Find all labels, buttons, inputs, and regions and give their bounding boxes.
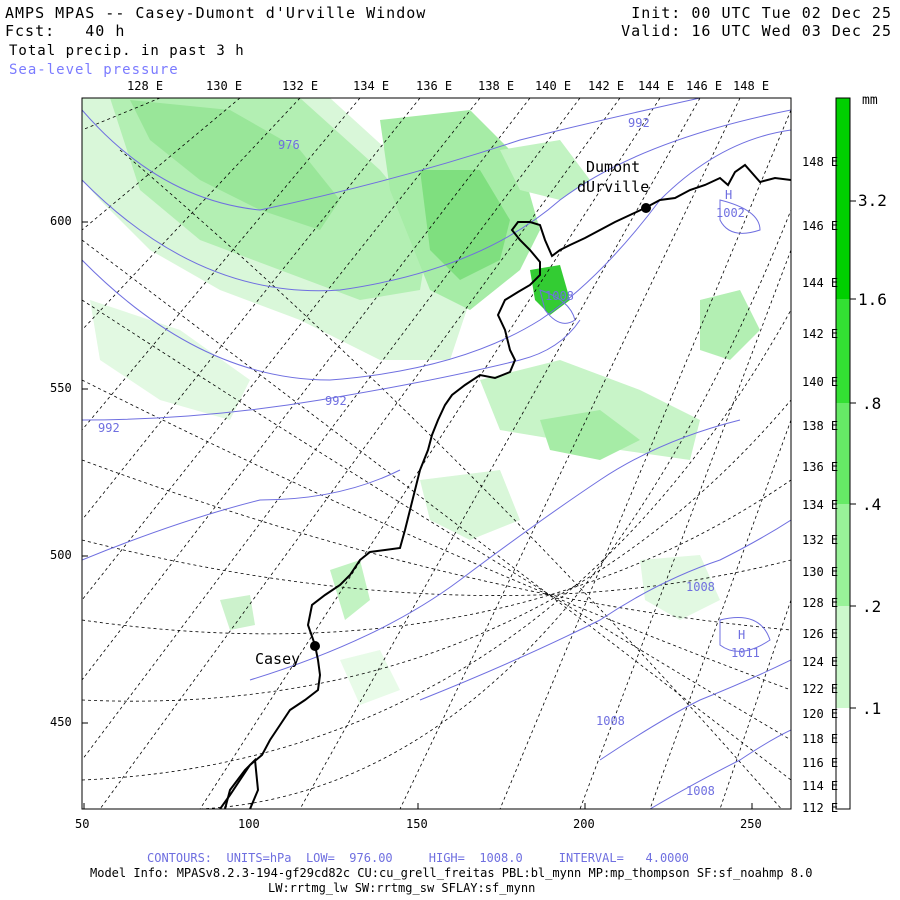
high-value-2: 1011 bbox=[731, 646, 760, 660]
model-info-physics: LW:rrtmg_lw SW:rrtmg_sw SFLAY:sf_mynn bbox=[268, 881, 536, 895]
slp-contours bbox=[82, 98, 791, 809]
model-info: Model Info: MPASv8.2.3-194-gf29cd82c CU:… bbox=[90, 866, 813, 880]
x-tick-250: 250 bbox=[740, 817, 762, 831]
top-lon-142: 142 E bbox=[588, 79, 625, 93]
right-lon-140: 140 E bbox=[802, 375, 839, 389]
y-tick-450: 450 bbox=[50, 715, 72, 729]
colorbar-label-1-6: 1.6 bbox=[858, 290, 887, 309]
contour-label-992-small: 1008 bbox=[545, 289, 574, 303]
right-lon-138: 138 E bbox=[802, 419, 839, 433]
right-lon-128: 128 E bbox=[802, 596, 839, 610]
graticule bbox=[82, 98, 791, 809]
right-lon-142: 142 E bbox=[802, 327, 839, 341]
high-marker-1: H bbox=[725, 188, 733, 202]
right-lon-116: 116 E bbox=[802, 756, 839, 770]
top-lon-146: 146 E bbox=[686, 79, 723, 93]
forecast-hour: Fcst: 40 h bbox=[5, 22, 126, 40]
colorbar-units: mm bbox=[862, 93, 878, 108]
top-lon-140: 140 E bbox=[535, 79, 572, 93]
casey-label: Casey bbox=[255, 650, 301, 668]
top-lon-138: 138 E bbox=[478, 79, 515, 93]
right-lon-124: 124 E bbox=[802, 655, 839, 669]
colorbar-label-0-2: .2 bbox=[862, 597, 882, 616]
right-lon-130: 130 E bbox=[802, 565, 839, 579]
contour-label-976: 976 bbox=[278, 138, 300, 152]
high-value-1: 1002 bbox=[716, 206, 745, 220]
left-axis bbox=[82, 221, 88, 724]
contour-info: CONTOURS: UNITS=hPa LOW= 976.00 HIGH= 10… bbox=[147, 851, 689, 865]
top-lon-134: 134 E bbox=[353, 79, 390, 93]
field-precip-label: Total precip. in past 3 h bbox=[9, 43, 245, 59]
x-tick-50: 50 bbox=[75, 817, 90, 831]
right-lon-122: 122 E bbox=[802, 682, 839, 696]
right-lon-112: 112 E bbox=[802, 801, 839, 815]
right-lon-136: 136 E bbox=[802, 460, 839, 474]
contour-label-1008-a: 1008 bbox=[686, 580, 715, 594]
colorbar bbox=[835, 97, 856, 810]
contour-label-1008-c: 1008 bbox=[686, 784, 715, 798]
y-tick-550: 550 bbox=[50, 381, 72, 395]
right-lon-126: 126 E bbox=[802, 627, 839, 641]
y-tick-500: 500 bbox=[50, 548, 72, 562]
map-title: AMPS MPAS -- Casey-Dumont d'Urville Wind… bbox=[5, 4, 427, 22]
contour-label-992-top: 992 bbox=[628, 116, 650, 130]
high-marker-2: H bbox=[738, 628, 746, 642]
top-lon-132: 132 E bbox=[282, 79, 319, 93]
top-lon-148: 148 E bbox=[733, 79, 770, 93]
map-frame bbox=[81, 97, 792, 810]
field-slp-label: Sea-level pressure bbox=[9, 62, 179, 78]
dumont-durville-marker bbox=[641, 203, 651, 213]
valid-time: Valid: 16 UTC Wed 03 Dec 25 bbox=[621, 22, 892, 40]
colorbar-label-3-2: 3.2 bbox=[858, 191, 887, 210]
x-tick-200: 200 bbox=[573, 817, 595, 831]
dumont-durville-label-2: dUrville bbox=[577, 178, 650, 196]
casey-marker bbox=[310, 641, 320, 651]
contour-label-992-left: 992 bbox=[98, 421, 120, 435]
x-tick-100: 100 bbox=[238, 817, 260, 831]
right-lon-132: 132 E bbox=[802, 533, 839, 547]
right-lon-114: 114 E bbox=[802, 779, 839, 793]
precip-shading bbox=[82, 98, 760, 705]
right-lon-120: 120 E bbox=[802, 707, 839, 721]
colorbar-label-0-4: .4 bbox=[862, 495, 882, 514]
contour-label-992-mid: 992 bbox=[325, 394, 347, 408]
right-lon-148: 148 E bbox=[802, 155, 839, 169]
colorbar-label-0-8: .8 bbox=[862, 394, 882, 413]
y-tick-600: 600 bbox=[50, 214, 72, 228]
init-time: Init: 00 UTC Tue 02 Dec 25 bbox=[631, 4, 892, 22]
top-lon-130: 130 E bbox=[206, 79, 243, 93]
top-lon-136: 136 E bbox=[416, 79, 453, 93]
contour-label-1008-b: 1008 bbox=[596, 714, 625, 728]
right-lon-118: 118 E bbox=[802, 732, 839, 746]
right-lon-146: 146 E bbox=[802, 219, 839, 233]
right-lon-144: 144 E bbox=[802, 276, 839, 290]
x-tick-150: 150 bbox=[406, 817, 428, 831]
coastline bbox=[219, 163, 791, 809]
colorbar-label-0-1: .1 bbox=[862, 699, 882, 718]
top-lon-128: 128 E bbox=[127, 79, 164, 93]
right-lon-134: 134 E bbox=[802, 498, 839, 512]
dumont-durville-label-1: Dumont bbox=[586, 158, 641, 176]
bottom-axis bbox=[83, 803, 753, 809]
top-lon-144: 144 E bbox=[638, 79, 675, 93]
